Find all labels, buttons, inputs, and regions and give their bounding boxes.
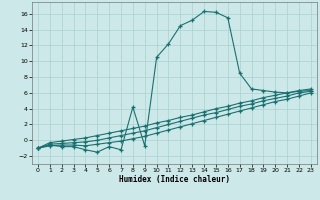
X-axis label: Humidex (Indice chaleur): Humidex (Indice chaleur) (119, 175, 230, 184)
